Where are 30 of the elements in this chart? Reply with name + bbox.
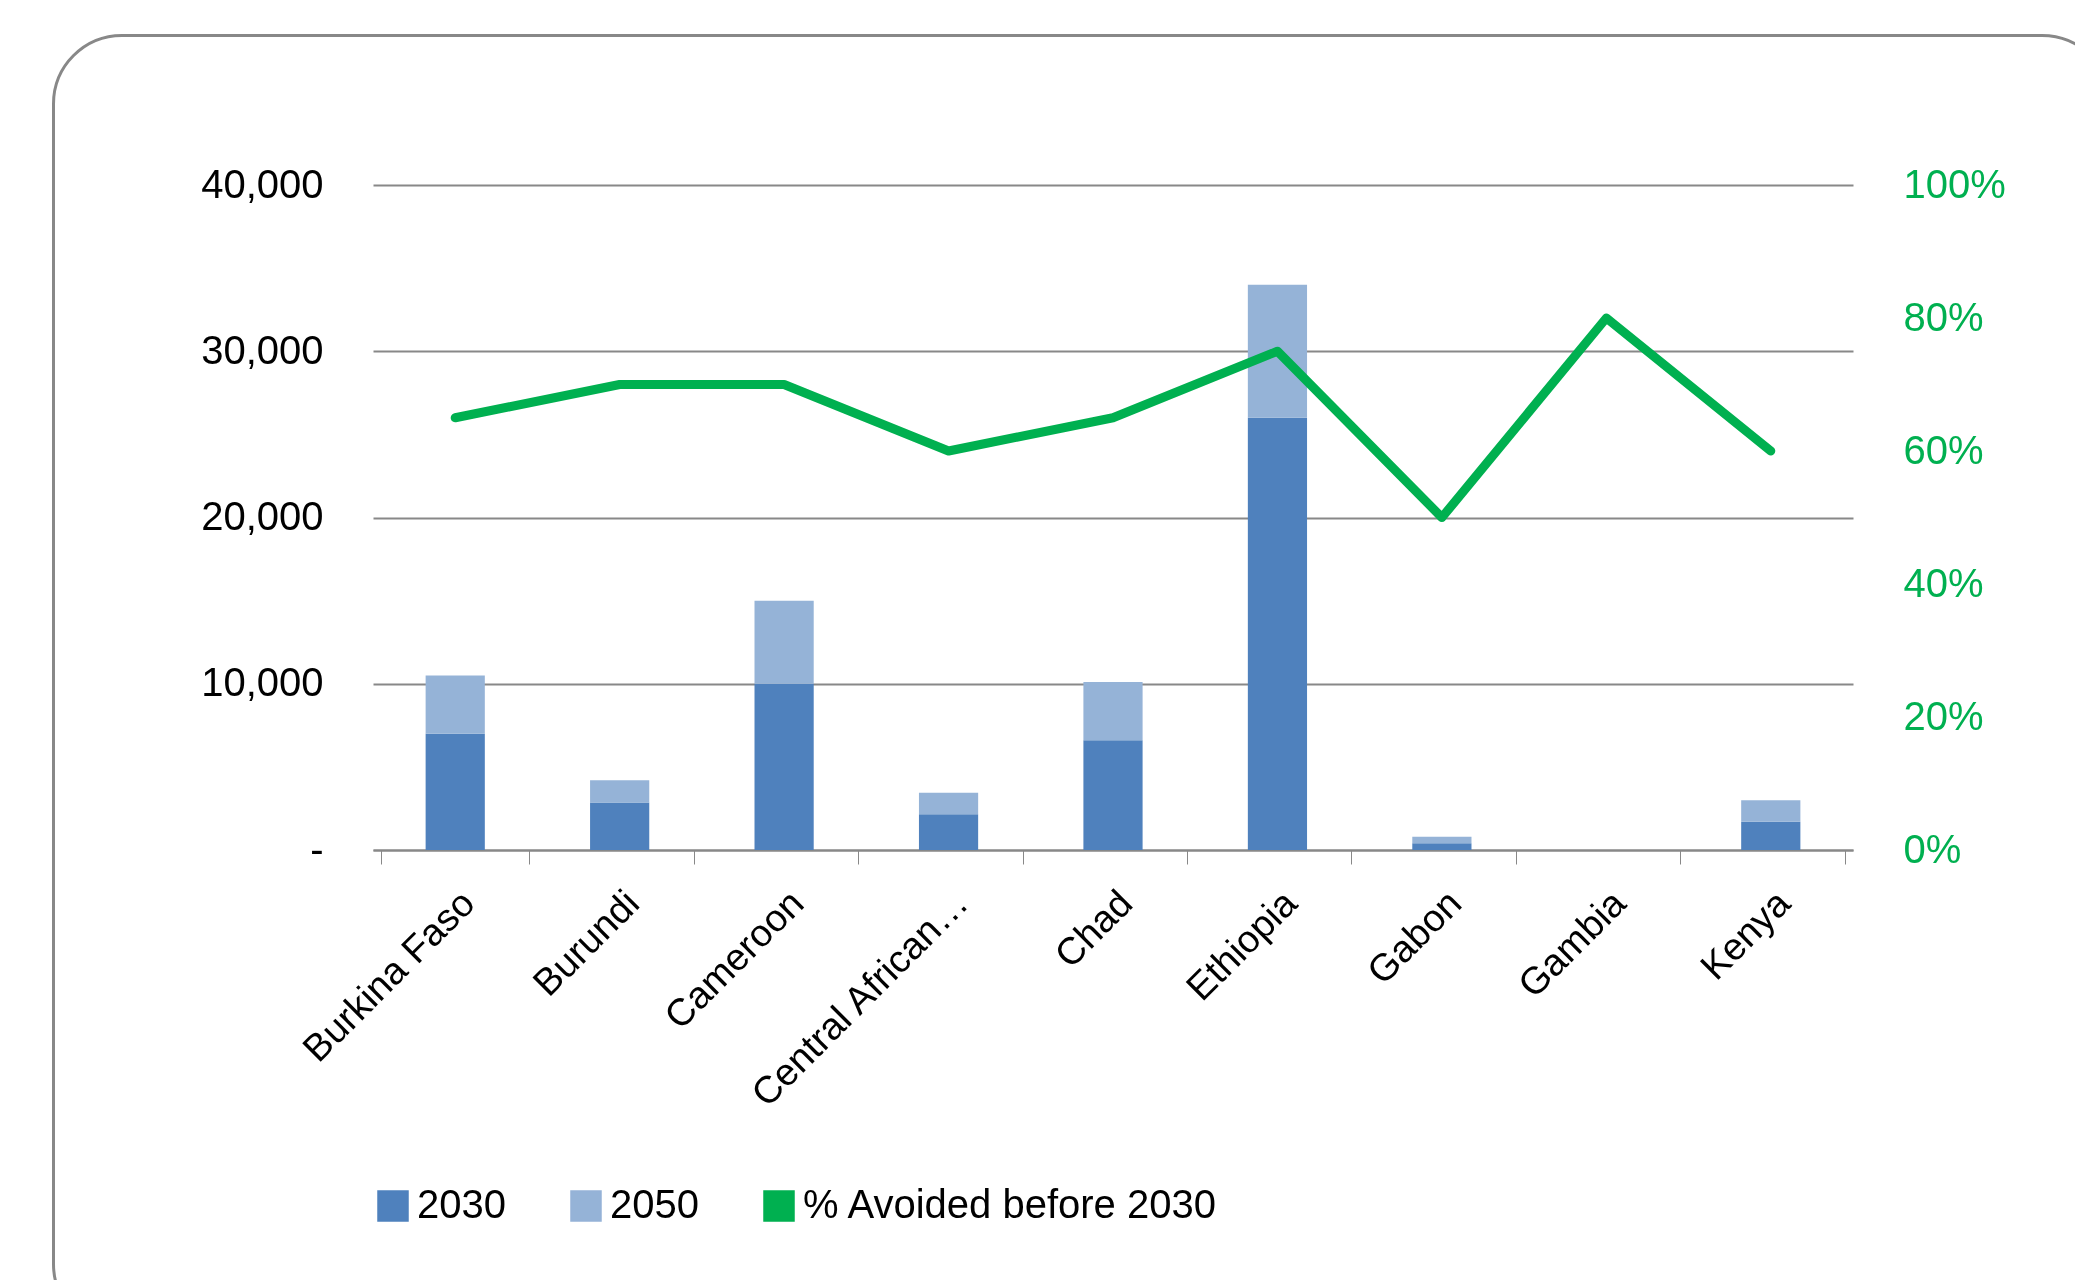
y2-tick-label: 40% (1903, 560, 1984, 605)
y-tick-label: 30,000 (201, 327, 324, 372)
bar (1083, 682, 1143, 741)
y2-tick-label: 60% (1903, 427, 1984, 472)
bar (425, 733, 485, 850)
legend-label: % Avoided before 2030 (803, 1182, 1216, 1226)
bar (590, 780, 650, 803)
y-tick-label: 10,000 (201, 660, 324, 705)
bar (754, 683, 814, 850)
bar (425, 675, 485, 734)
y2-tick-label: 0% (1903, 826, 1962, 871)
y-tick-label: 20,000 (201, 494, 324, 538)
bar (1247, 284, 1308, 418)
legend-label: 2030 (417, 1182, 506, 1226)
bar (1412, 843, 1472, 850)
y2-tick-label: 100% (1903, 161, 2006, 206)
bar (918, 792, 979, 815)
bar (1412, 836, 1472, 844)
y-tick-label: - (310, 826, 324, 871)
y-tick-label: 40,000 (201, 161, 324, 206)
bar (1083, 740, 1143, 850)
bar (754, 600, 814, 684)
legend-label: 2050 (610, 1182, 699, 1226)
bar (1741, 800, 1801, 822)
bar (1741, 821, 1801, 850)
bar (590, 802, 650, 850)
y2-tick-label: 80% (1903, 294, 1984, 339)
bar (1247, 417, 1308, 850)
y2-tick-label: 20% (1903, 693, 1984, 738)
bar (918, 814, 979, 850)
